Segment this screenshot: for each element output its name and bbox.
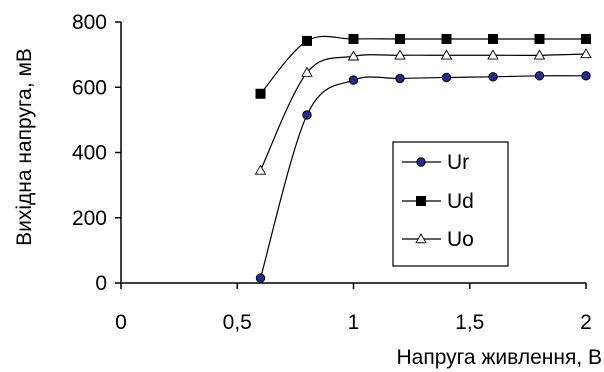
y-tick-label: 400: [72, 142, 107, 165]
series-markers-uo: [254, 48, 592, 175]
data-point-uo: [347, 50, 360, 61]
legend-box: [392, 141, 509, 267]
data-point-ud: [534, 33, 545, 44]
x-tick-label: 0: [115, 311, 127, 334]
data-point-ur: [348, 75, 359, 85]
data-point-uo: [301, 66, 313, 77]
data-point-uo: [580, 48, 592, 59]
x-axis-ticks: 0 0,5 1 1,5 2: [115, 283, 592, 334]
data-point-ud: [348, 33, 359, 44]
legend: Ur Ud Uo: [392, 141, 509, 267]
legend-label-uo: Uo: [447, 228, 474, 251]
y-tick-label: 800: [72, 11, 107, 34]
series-markers-ud: [255, 33, 591, 99]
data-point-uo: [254, 164, 267, 175]
x-axis-title: Напруга живлення, В: [397, 346, 603, 369]
plot-area: 0 200 400 600 800 0 0,5 1 1,5 2: [72, 11, 592, 334]
data-point-ur: [488, 72, 498, 82]
data-point-uo: [394, 49, 406, 60]
data-point-ur: [441, 72, 452, 83]
legend-marker-ud: [416, 196, 426, 206]
x-tick-label: 1,5: [455, 311, 484, 334]
legend-item-ur: Ur: [402, 151, 469, 174]
legend-label-ur: Ur: [447, 151, 469, 174]
data-point-ud: [488, 33, 498, 44]
data-point-ur: [395, 73, 405, 84]
data-point-ud: [302, 35, 312, 46]
data-point-ud: [395, 33, 405, 44]
legend-items: Ur Ud Uo: [402, 151, 474, 251]
data-point-ud: [441, 33, 452, 44]
data-point-ur: [581, 71, 591, 81]
series-markers: [254, 33, 592, 283]
legend-item-ud: Ud: [402, 190, 474, 213]
data-point-uo: [533, 49, 546, 60]
y-tick-label: 200: [72, 207, 107, 230]
y-tick-label: 0: [95, 272, 107, 295]
data-point-uo: [487, 49, 499, 60]
y-axis-title: Вихідна напруга, мВ: [13, 48, 36, 246]
legend-item-uo: Uo: [402, 228, 474, 251]
legend-marker-uo: [415, 233, 427, 244]
x-tick-label: 0,5: [223, 311, 252, 334]
x-tick-label: 1: [348, 311, 360, 334]
data-point-ur: [302, 110, 312, 120]
data-point-ud: [255, 88, 266, 99]
y-axis-ticks: 0 200 400 600 800: [72, 11, 121, 295]
data-point-ur: [534, 71, 545, 81]
legend-marker-ur: [416, 157, 426, 167]
x-tick-label: 2: [580, 311, 592, 334]
data-point-ud: [581, 33, 591, 44]
data-point-ur: [255, 273, 266, 283]
legend-label-ud: Ud: [447, 190, 474, 213]
series-markers-ur: [255, 71, 591, 283]
y-tick-label: 600: [72, 76, 107, 99]
data-point-uo: [440, 49, 453, 60]
